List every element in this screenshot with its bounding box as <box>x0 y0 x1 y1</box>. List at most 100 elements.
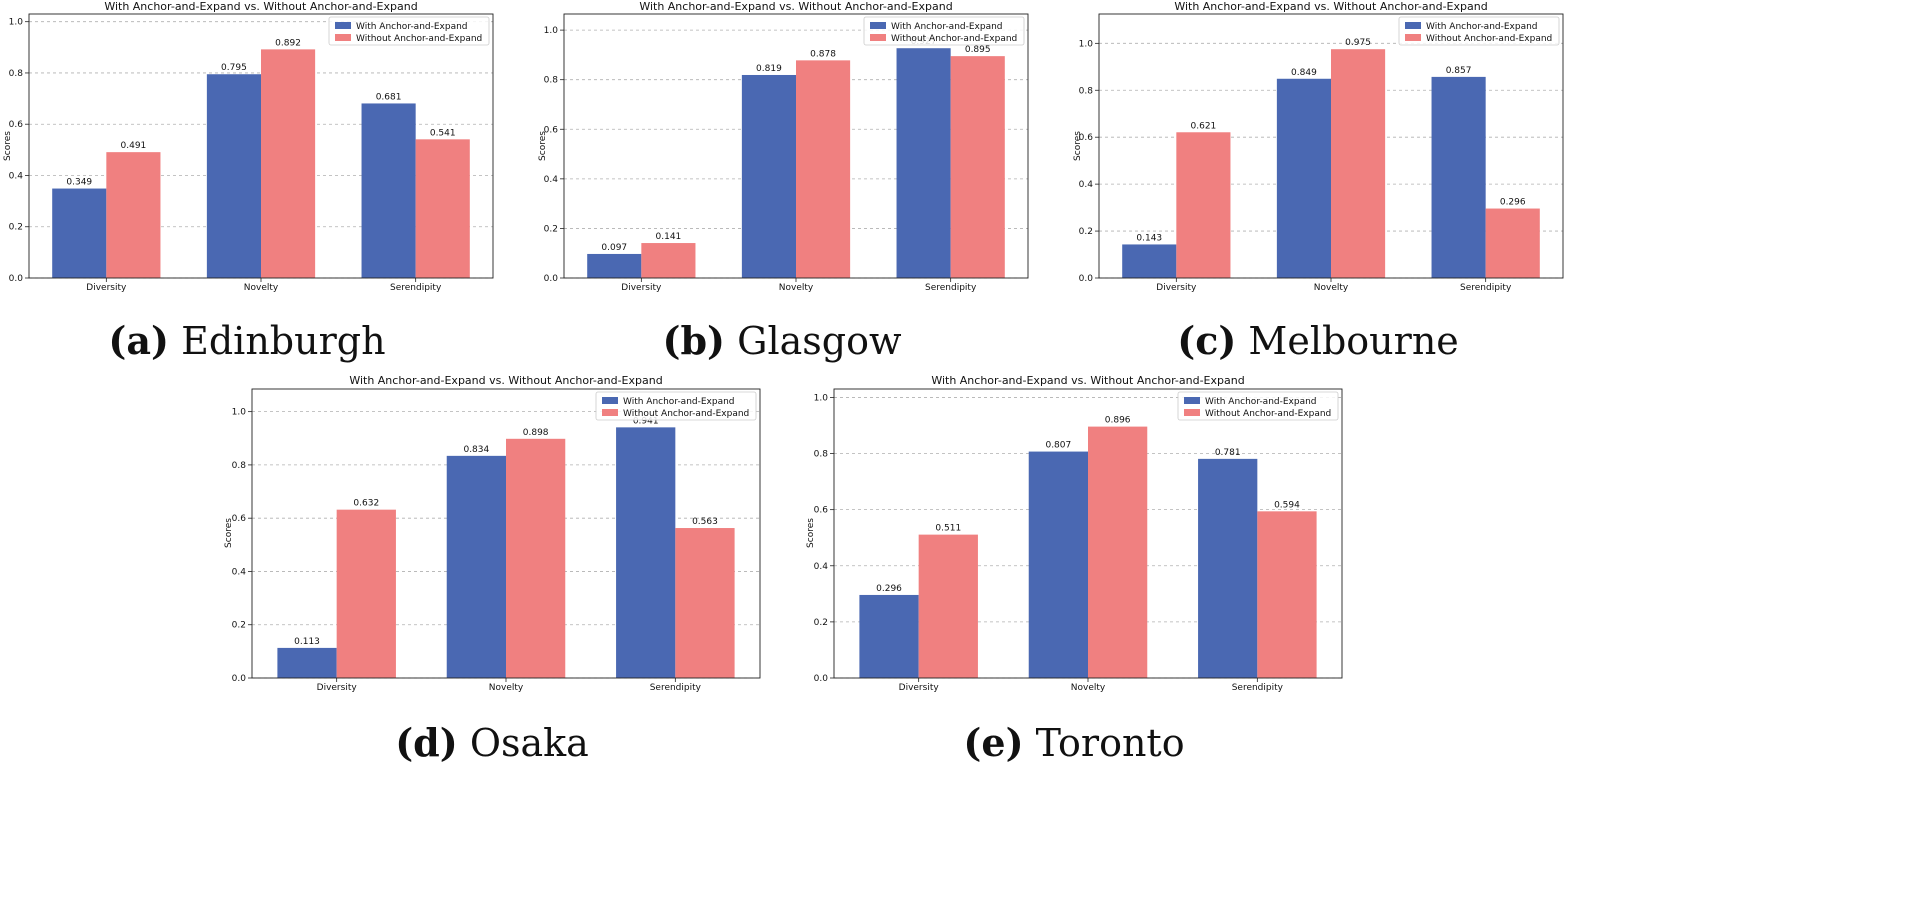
chart-panel-glasgow: With Anchor-and-Expand vs. Without Ancho… <box>0 0 1260 365</box>
data-label: 0.892 <box>275 38 301 48</box>
x-tick-label: Diversity <box>1156 283 1197 293</box>
caption-letter: (d) <box>395 720 458 765</box>
bar-with-diversity <box>1122 244 1177 278</box>
y-tick-label: 0.4 <box>9 171 24 181</box>
x-tick-label: Serendipity <box>650 683 702 693</box>
legend-swatch <box>602 397 618 404</box>
plot-frame <box>28 13 494 279</box>
data-label: 0.857 <box>1446 66 1472 76</box>
bar-with-diversity <box>587 253 642 278</box>
legend-swatch <box>1184 397 1200 404</box>
bar-with-diversity <box>277 647 337 678</box>
data-label: 0.849 <box>1291 68 1317 78</box>
legend-entry: Without Anchor-and-Expand <box>891 34 1017 44</box>
chart-melbourne: With Anchor-and-Expand vs. Without Ancho… <box>1073 0 1564 293</box>
data-label: 0.681 <box>376 92 402 102</box>
bar-without-serendipity <box>415 139 470 278</box>
bar-without-diversity <box>641 243 696 278</box>
bar-without-novelty <box>261 49 316 278</box>
bar-with-novelty <box>741 74 796 278</box>
bar-with-novelty <box>1028 451 1088 678</box>
caption-city: Osaka <box>469 721 589 765</box>
data-label: 0.511 <box>935 524 961 534</box>
chart-title: With Anchor-and-Expand vs. Without Ancho… <box>931 374 1244 387</box>
chart-title: With Anchor-and-Expand vs. Without Ancho… <box>639 0 952 13</box>
y-tick-label: 0.8 <box>814 450 829 460</box>
legend-entry: Without Anchor-and-Expand <box>1426 34 1552 44</box>
data-label: 0.896 <box>1105 416 1131 426</box>
x-tick-label: Novelty <box>489 683 524 693</box>
y-tick-label: 0.8 <box>1079 86 1094 96</box>
x-tick-label: Serendipity <box>1232 683 1284 693</box>
y-tick-label: 0.0 <box>544 274 559 284</box>
data-label: 0.594 <box>1274 500 1300 510</box>
y-tick-label: 0.4 <box>1079 180 1094 190</box>
x-tick-label: Diversity <box>317 683 358 693</box>
bar-with-diversity <box>859 594 919 678</box>
data-label: 0.143 <box>1136 233 1162 243</box>
bar-with-serendipity <box>361 103 416 279</box>
bar-without-diversity <box>1176 132 1231 278</box>
chart-title: With Anchor-and-Expand vs. Without Ancho… <box>349 374 662 387</box>
y-tick-label: 0.2 <box>544 224 558 234</box>
legend-box <box>328 16 490 46</box>
legend-entry: Without Anchor-and-Expand <box>623 409 749 419</box>
bar-with-novelty <box>1276 78 1331 278</box>
legend-box <box>1177 391 1339 421</box>
caption-letter: (b) <box>662 318 726 363</box>
legend-entry: With Anchor-and-Expand <box>623 397 735 407</box>
data-label: 0.491 <box>121 141 147 151</box>
caption-city: Glasgow <box>737 319 902 363</box>
y-tick-label: 1.0 <box>544 26 559 36</box>
bar-with-serendipity <box>616 427 676 678</box>
legend-entry: Without Anchor-and-Expand <box>1205 409 1331 419</box>
caption-glasgow: (b) Glasgow <box>662 318 901 363</box>
legend-entry: With Anchor-and-Expand <box>1205 397 1317 407</box>
data-label: 0.097 <box>601 243 627 253</box>
y-axis-label: Scores <box>538 131 548 161</box>
y-axis-label: Scores <box>3 131 13 161</box>
y-tick-label: 0.8 <box>9 69 24 79</box>
bar-without-serendipity <box>1485 208 1540 278</box>
data-label: 0.781 <box>1215 448 1241 458</box>
chart-glasgow: With Anchor-and-Expand vs. Without Ancho… <box>538 0 1029 293</box>
legend-entry: With Anchor-and-Expand <box>356 22 468 32</box>
data-label: 0.975 <box>1345 38 1371 48</box>
bar-without-novelty <box>1088 426 1148 678</box>
legend-swatch <box>870 22 886 29</box>
chart-title: With Anchor-and-Expand vs. Without Ancho… <box>1174 0 1487 13</box>
chart-edinburgh: With Anchor-and-Expand vs. Without Ancho… <box>3 0 494 293</box>
x-tick-label: Novelty <box>779 283 814 293</box>
legend-box <box>1398 16 1560 46</box>
y-tick-label: 0.0 <box>232 674 247 684</box>
caption-city: Edinburgh <box>181 319 386 363</box>
bar-without-diversity <box>918 534 978 678</box>
y-tick-label: 1.0 <box>232 408 247 418</box>
bar-with-novelty <box>446 455 506 678</box>
y-tick-label: 0.0 <box>814 674 829 684</box>
bar-with-serendipity <box>896 48 951 278</box>
caption-letter: (c) <box>1177 318 1237 363</box>
caption-toronto: (e) Toronto <box>963 720 1184 765</box>
y-tick-label: 1.0 <box>1079 39 1094 49</box>
x-tick-label: Diversity <box>86 283 127 293</box>
x-tick-label: Serendipity <box>925 283 977 293</box>
x-tick-label: Novelty <box>244 283 279 293</box>
plot-frame <box>251 388 761 679</box>
x-tick-label: Serendipity <box>1460 283 1512 293</box>
y-tick-label: 0.4 <box>232 567 247 577</box>
y-tick-label: 0.6 <box>814 506 829 516</box>
legend-swatch <box>335 22 351 29</box>
x-tick-label: Novelty <box>1071 683 1106 693</box>
caption-melbourne: (c) Melbourne <box>1177 318 1459 363</box>
data-label: 0.895 <box>965 45 991 55</box>
caption-edinburgh: (a) Edinburgh <box>108 318 385 363</box>
data-label: 0.141 <box>656 232 682 242</box>
y-tick-label: 1.0 <box>9 18 24 28</box>
chart-panel-melbourne: With Anchor-and-Expand vs. Without Ancho… <box>0 0 1905 365</box>
legend-swatch <box>1405 22 1421 29</box>
bar-without-novelty <box>796 60 851 278</box>
x-tick-label: Novelty <box>1314 283 1349 293</box>
y-tick-label: 0.2 <box>232 621 246 631</box>
